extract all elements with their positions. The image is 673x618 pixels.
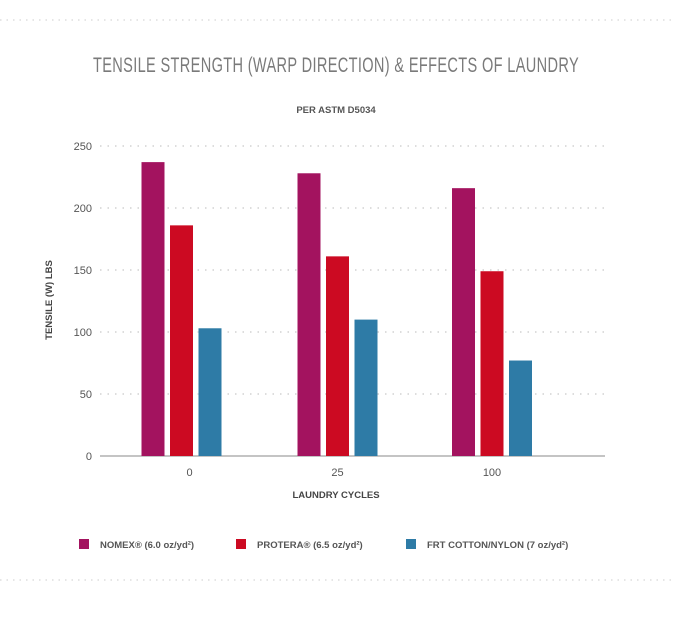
y-tick-label: 250 bbox=[74, 141, 92, 153]
x-tick-label: 100 bbox=[483, 467, 501, 479]
legend-item: NOMEX® (6.0 oz/yd²) bbox=[79, 539, 194, 551]
bar-protera-0 bbox=[170, 225, 193, 456]
bar-frt-cotton-nylon-0 bbox=[198, 328, 222, 456]
y-tick-label: 200 bbox=[74, 203, 92, 215]
bar-nomex-100 bbox=[452, 188, 475, 456]
legend-swatch bbox=[79, 539, 89, 549]
x-tick-label: 25 bbox=[331, 467, 343, 479]
y-tick-label: 100 bbox=[74, 327, 92, 339]
bar-frt-cotton-nylon-25 bbox=[354, 319, 378, 456]
x-axis-label: LAUNDRY CYCLES bbox=[292, 490, 379, 501]
legend-label: FRT COTTON/NYLON (7 oz/yd²) bbox=[427, 540, 568, 551]
x-tick-label: 0 bbox=[186, 467, 192, 479]
bar-nomex-25 bbox=[297, 173, 321, 456]
legend-label: PROTERA® (6.5 oz/yd²) bbox=[257, 540, 363, 551]
y-axis-label: TENSILE (W) LBS bbox=[44, 260, 55, 340]
y-tick-label: 0 bbox=[86, 451, 92, 463]
legend-label: NOMEX® (6.0 oz/yd²) bbox=[100, 540, 194, 551]
legend-item: PROTERA® (6.5 oz/yd²) bbox=[236, 539, 363, 551]
legend-swatch bbox=[236, 539, 246, 549]
bar-protera-25 bbox=[326, 256, 349, 456]
chart-subtitle: PER ASTM D5034 bbox=[296, 105, 376, 116]
y-tick-label: 150 bbox=[74, 265, 92, 277]
legend-item: FRT COTTON/NYLON (7 oz/yd²) bbox=[406, 539, 568, 551]
y-tick-label: 50 bbox=[80, 389, 92, 401]
bar-frt-cotton-nylon-100 bbox=[509, 360, 532, 456]
bar-protera-100 bbox=[480, 271, 504, 456]
bar-nomex-0 bbox=[141, 162, 165, 456]
chart-title: TENSILE STRENGTH (WARP DIRECTION) & EFFE… bbox=[93, 54, 579, 77]
legend-swatch bbox=[406, 539, 416, 549]
